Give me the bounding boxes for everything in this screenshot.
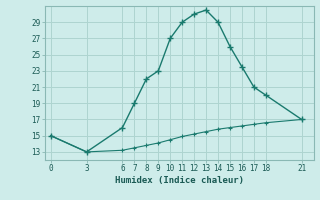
X-axis label: Humidex (Indice chaleur): Humidex (Indice chaleur) [115,176,244,185]
